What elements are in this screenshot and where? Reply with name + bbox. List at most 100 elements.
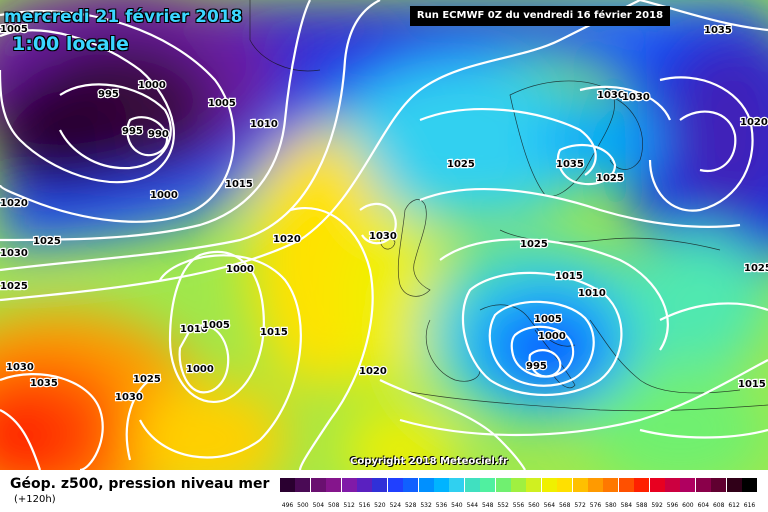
isobar-label: 1010: [250, 119, 278, 130]
isobar-label: 995: [98, 89, 119, 100]
copyright-notice: Copyright 2018 Meteociel.fr: [350, 456, 508, 467]
isobar-labels: 1005 995 1000 995 990 1005 1010 1000 101…: [0, 23, 768, 404]
scale-swatch: [372, 478, 388, 492]
isobar-label: 1030: [0, 248, 28, 259]
scale-label: 596: [666, 502, 679, 509]
scale-label: 504: [312, 502, 325, 509]
scale-swatch: [541, 478, 557, 492]
scale-swatch: [695, 478, 711, 492]
scale-label: 612: [728, 502, 740, 509]
isobar-label: 1030: [6, 362, 34, 373]
scale-label: 560: [528, 502, 540, 509]
isobar-label: 1030: [597, 90, 625, 101]
scale-swatch: [726, 478, 742, 492]
isobar-label: 995: [526, 361, 547, 372]
scale-label: 584: [620, 502, 633, 509]
scale-label: 544: [466, 502, 479, 509]
scale-swatch: [711, 478, 727, 492]
isobar-label: 1025: [33, 236, 61, 247]
scale-swatch: [588, 478, 603, 492]
isobar-label: 1025: [0, 281, 28, 292]
scale-swatch: [434, 478, 449, 492]
isobar-label: 1025: [520, 239, 548, 250]
scale-label: 512: [343, 502, 355, 509]
scale-label: 536: [435, 502, 448, 509]
scale-label: 524: [389, 502, 402, 509]
isobar-label: 1035: [556, 159, 584, 170]
isobar-label: 1020: [740, 117, 768, 128]
scale-swatch: [526, 478, 542, 492]
isobar-label: 1015: [738, 379, 766, 390]
isobar-label: 1000: [186, 364, 214, 375]
isobar-label: 1020: [273, 234, 301, 245]
isobar-label: 1005: [208, 98, 236, 109]
scale-swatch: [572, 478, 588, 492]
scale-swatch: [418, 478, 434, 492]
isobars: [0, 0, 768, 470]
scale-swatch: [464, 478, 480, 492]
isobar-label: 1030: [369, 231, 397, 242]
scale-swatch: [634, 478, 650, 492]
scale-swatch: [449, 478, 465, 492]
geopotential-map: 1005 995 1000 995 990 1005 1010 1000 101…: [0, 0, 768, 470]
scale-swatch: [403, 478, 419, 492]
isobar-label: 990: [148, 129, 169, 140]
forecast-time: 1:00 locale: [12, 33, 129, 55]
isobar-label: 1000: [226, 264, 254, 275]
isobar-label: 1025: [744, 263, 768, 274]
isobar-label: 1015: [555, 271, 583, 282]
isobar-label: 1030: [115, 392, 143, 403]
isobar-label: 1010: [578, 288, 606, 299]
isobar-label: 1035: [704, 25, 732, 36]
legend-title: Géop. z500, pression niveau mer: [10, 476, 270, 492]
scale-swatch: [280, 478, 295, 492]
isobar-label: 1020: [0, 198, 28, 209]
scale-swatch: [742, 478, 757, 492]
scale-swatch: [326, 478, 342, 492]
scale-label: 576: [589, 502, 602, 509]
isobar-label: 1000: [138, 80, 166, 91]
scale-label: 548: [481, 502, 494, 509]
scale-swatch: [495, 478, 511, 492]
scale-label: 540: [451, 502, 463, 509]
isobar-label: 1005: [534, 314, 562, 325]
legend-subtitle: (+120h): [14, 494, 56, 505]
isobar-label: 1015: [260, 327, 288, 338]
scale-label: 496: [281, 502, 294, 509]
scale-swatch: [341, 478, 357, 492]
isobar-label: 1005: [202, 320, 230, 331]
scale-swatch: [665, 478, 680, 492]
isobar-label: 1000: [150, 190, 178, 201]
model-run-info: Run ECMWF 0Z du vendredi 16 février 2018: [410, 6, 670, 26]
isobar-label: 1025: [447, 159, 475, 170]
scale-swatch: [387, 478, 403, 492]
scale-label: 600: [682, 502, 694, 509]
scale-label: 516: [358, 502, 371, 509]
isobar-label: 1035: [30, 378, 58, 389]
scale-label: 556: [512, 502, 525, 509]
scale-label: 572: [574, 502, 586, 509]
isobar-label: 1025: [133, 374, 161, 385]
scale-label: 532: [420, 502, 432, 509]
scale-label: 564: [543, 502, 556, 509]
scale-swatch: [603, 478, 619, 492]
scale-label: 508: [327, 502, 340, 509]
scale-label: 520: [374, 502, 386, 509]
scale-swatch: [557, 478, 573, 492]
isobar-label: 1020: [359, 366, 387, 377]
scale-label: 608: [712, 502, 725, 509]
isobar-label: 1005: [0, 24, 28, 35]
scale-swatch: [680, 478, 696, 492]
scale-swatch: [480, 478, 496, 492]
isobar-label: 1000: [538, 331, 566, 342]
isobar-label: 1030: [622, 92, 650, 103]
scale-swatch: [310, 478, 326, 492]
isobar-label: 1015: [225, 179, 253, 190]
scale-swatch: [357, 478, 372, 492]
scale-label: 616: [743, 502, 756, 509]
scale-label: 552: [497, 502, 509, 509]
scale-label: 588: [635, 502, 648, 509]
color-scale: 496 500 504 508 512 516 520 524 528 532 536 540 544 5…: [280, 478, 760, 510]
scale-label: 580: [605, 502, 617, 509]
